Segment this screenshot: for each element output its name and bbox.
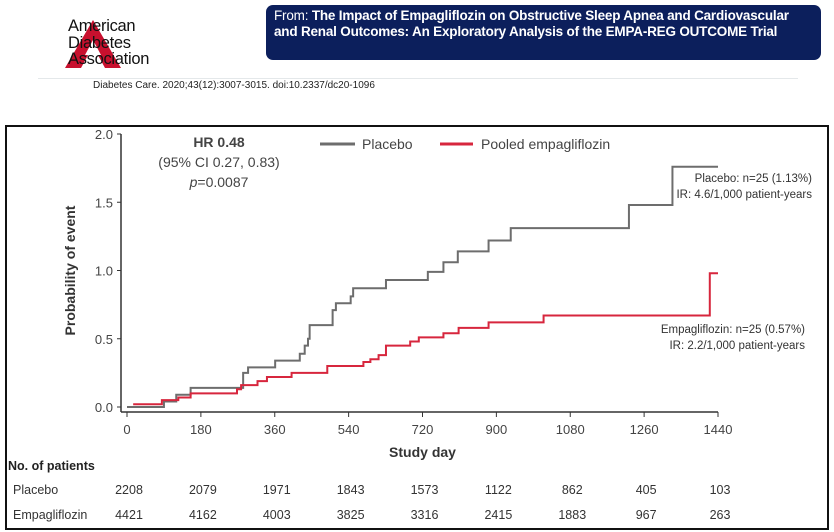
banner-prefix: From: <box>274 8 309 23</box>
x-tick-label: 900 <box>486 422 508 437</box>
divider <box>38 78 798 79</box>
risk-table-cell: 967 <box>636 508 657 522</box>
series-line-placebo <box>127 165 718 408</box>
risk-table-cell: 3316 <box>411 508 439 522</box>
x-tick-label: 0 <box>123 422 130 437</box>
p-value: p=0.0087 <box>189 174 249 190</box>
risk-table-title: No. of patients <box>8 459 95 473</box>
x-tick-label: 180 <box>190 422 212 437</box>
ada-logo-text: American Diabetes Association <box>68 17 150 68</box>
risk-table-row-label: Placebo <box>13 483 58 497</box>
risk-table-cell: 3825 <box>337 508 365 522</box>
ada-logo-triangle-icon <box>65 20 121 68</box>
x-tick-label: 1440 <box>704 422 733 437</box>
risk-table-cell: 2415 <box>484 508 512 522</box>
x-tick-label: 720 <box>412 422 434 437</box>
risk-table-cell: 2079 <box>189 483 217 497</box>
risk-table-cell: 862 <box>562 483 583 497</box>
x-axis-label: Study day <box>389 444 456 460</box>
y-tick-label: 0.0 <box>95 400 113 415</box>
risk-table-cell: 1883 <box>558 508 586 522</box>
risk-table-cell: 4003 <box>263 508 291 522</box>
y-tick-label: 1.5 <box>95 195 113 210</box>
risk-table-cell: 103 <box>710 483 731 497</box>
series-annotation: IR: 2.2/1,000 patient-years <box>669 340 805 352</box>
series-annotation: Empagliflozin: n=25 (0.57%) <box>661 324 805 336</box>
series-annotation: Placebo: n=25 (1.13%) <box>695 173 812 185</box>
figure-frame <box>5 125 829 530</box>
citation: Diabetes Care. 2020;43(12):3007-3015. do… <box>93 80 375 91</box>
confidence-interval: (95% CI 0.27, 0.83) <box>158 154 279 170</box>
risk-table-cell: 4421 <box>115 508 143 522</box>
risk-table-cell: 1573 <box>411 483 439 497</box>
risk-table-cell: 2208 <box>115 483 143 497</box>
y-axis-label: Probability of event <box>62 205 78 335</box>
x-tick-label: 540 <box>338 422 360 437</box>
risk-table-cell: 1122 <box>485 483 512 497</box>
x-tick-label: 1260 <box>630 422 659 437</box>
legend-label: Pooled empagliflozin <box>481 136 610 152</box>
hazard-ratio: HR 0.48 <box>193 134 245 150</box>
y-tick-label: 0.5 <box>95 332 113 347</box>
x-tick-label: 360 <box>264 422 286 437</box>
risk-table-cell: 1971 <box>263 483 291 497</box>
article-title[interactable]: The Impact of Empagliflozin on Obstructi… <box>274 8 789 39</box>
y-tick-label: 2.0 <box>95 127 113 142</box>
risk-table-row-label: Empagliflozin <box>13 508 87 522</box>
legend-label: Placebo <box>362 136 413 152</box>
series-annotation: IR: 4.6/1,000 patient-years <box>676 189 812 201</box>
x-tick-label: 1080 <box>556 422 585 437</box>
risk-table-cell: 405 <box>636 483 657 497</box>
risk-table-cell: 4162 <box>189 508 217 522</box>
article-title-banner: From: The Impact of Empagliflozin on Obs… <box>266 5 821 60</box>
risk-table-cell: 263 <box>710 508 731 522</box>
y-tick-label: 1.0 <box>95 264 113 279</box>
series-line-empagliflozin <box>133 272 718 406</box>
risk-table-cell: 1843 <box>337 483 365 497</box>
